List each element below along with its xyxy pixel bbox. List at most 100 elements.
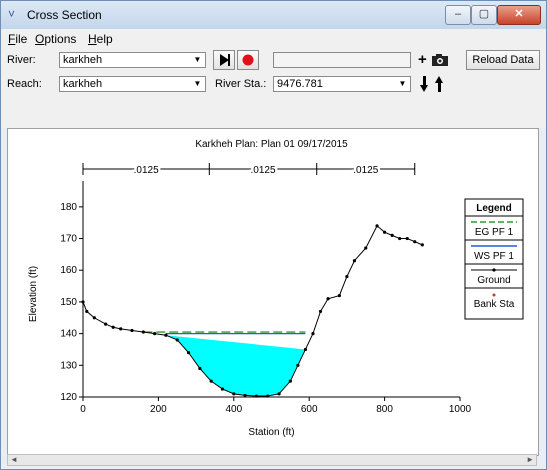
river-sta-value: 9476.781 xyxy=(277,78,323,90)
minimize-icon: – xyxy=(454,8,462,20)
down-arrow-icon[interactable] xyxy=(419,75,429,93)
legend-swatch-bank xyxy=(492,293,496,297)
x-tick-label: 600 xyxy=(301,404,318,415)
ground-point xyxy=(326,297,330,301)
x-tick-label: 800 xyxy=(376,404,393,415)
maximize-button[interactable]: ▢ xyxy=(471,5,497,25)
menu-file[interactable]: File xyxy=(8,32,28,46)
toolbar: River: karkheh ▼ + Reload Data Reach: ka… xyxy=(1,48,546,128)
menu-help[interactable]: Help xyxy=(88,32,113,46)
chart-title: Karkheh Plan: Plan 01 09/17/2015 xyxy=(195,139,348,150)
y-tick-label: 130 xyxy=(60,360,77,371)
legend-swatch-ground-dot xyxy=(492,268,496,272)
ground-point xyxy=(318,309,323,314)
cross-section-chart: Karkheh Plan: Plan 01 09/17/2015 0 200 400 6… xyxy=(28,139,524,438)
ground-point xyxy=(420,243,424,247)
manning-label: .0125 xyxy=(134,165,159,176)
river-label: River: xyxy=(7,54,36,66)
ground-point xyxy=(186,351,191,355)
close-button[interactable]: ✕ xyxy=(497,5,541,25)
ground-point xyxy=(277,392,281,396)
manning-label: .0125 xyxy=(251,165,276,176)
minimize-button[interactable]: – xyxy=(445,5,471,25)
record-icon xyxy=(242,54,254,66)
ground-point xyxy=(390,233,394,237)
x-tick-label: 200 xyxy=(150,404,167,415)
menu-options[interactable]: Options xyxy=(35,32,77,46)
chevron-down-icon[interactable]: ▼ xyxy=(193,55,202,64)
ground-point xyxy=(220,387,225,391)
ground-point xyxy=(375,224,379,228)
plot-panel: Karkheh Plan: Plan 01 09/17/2015 0 200 400 6… xyxy=(7,128,539,456)
river-value: karkheh xyxy=(63,54,103,66)
ground-point xyxy=(413,240,417,244)
y-tick-label: 120 xyxy=(60,392,77,403)
ground-point xyxy=(345,274,349,279)
chevron-down-icon[interactable]: ▼ xyxy=(193,79,202,88)
chevron-down-icon[interactable]: ▼ xyxy=(398,79,407,88)
scroll-left-icon[interactable]: ◄ xyxy=(10,455,18,464)
reach-value: karkheh xyxy=(63,78,103,90)
river-sta-label: River Sta.: xyxy=(215,78,267,90)
record-button[interactable] xyxy=(237,50,259,70)
legend-title: Legend xyxy=(476,203,512,214)
ground-point xyxy=(311,332,315,336)
reload-data-button[interactable]: Reload Data xyxy=(466,50,540,70)
river-select[interactable]: karkheh ▼ xyxy=(59,52,206,68)
ground-point xyxy=(175,338,179,342)
water-fill xyxy=(165,335,306,397)
ground-point xyxy=(164,333,168,337)
ground-point xyxy=(198,366,202,371)
ground-point xyxy=(405,236,409,241)
play-icon xyxy=(220,54,230,66)
ground-point xyxy=(85,309,89,314)
menu-bar: File Options Help xyxy=(1,29,546,48)
play-button[interactable] xyxy=(213,50,235,70)
camera-icon[interactable] xyxy=(431,53,449,67)
ground-point xyxy=(130,328,134,333)
profile-select[interactable] xyxy=(273,52,411,68)
ground-point xyxy=(232,392,236,396)
ground-point xyxy=(296,363,300,367)
legend-box xyxy=(464,198,524,320)
reach-label: Reach: xyxy=(7,78,42,90)
ground-point xyxy=(398,236,402,241)
ground-point xyxy=(337,293,341,298)
title-bar[interactable]: ˅ Cross Section – ▢ ✕ xyxy=(1,1,546,29)
ground-point xyxy=(92,316,96,320)
close-icon: ✕ xyxy=(514,8,524,20)
ground-point xyxy=(111,325,115,329)
river-sta-select[interactable]: 9476.781 ▼ xyxy=(273,76,411,92)
x-tick-label: 1000 xyxy=(449,404,472,415)
horizontal-scrollbar[interactable]: ◄ ► xyxy=(7,454,537,466)
x-axis-label: Station (ft) xyxy=(248,427,294,438)
legend-entry-label: Ground xyxy=(477,275,510,286)
x-tick-label: 400 xyxy=(225,404,242,415)
ground-point xyxy=(288,379,292,383)
y-axis-label: Elevation (ft) xyxy=(28,266,39,322)
ground-point xyxy=(209,379,213,383)
up-arrow-icon[interactable] xyxy=(434,75,444,93)
ground-point xyxy=(153,332,157,336)
y-tick-label: 160 xyxy=(60,265,77,276)
ground-point xyxy=(243,393,247,398)
legend-entry-label: WS PF 1 xyxy=(474,251,514,262)
scroll-right-icon[interactable]: ► xyxy=(526,455,534,464)
y-tick-label: 150 xyxy=(60,297,77,308)
reach-select[interactable]: karkheh ▼ xyxy=(59,76,206,92)
ground-point xyxy=(303,347,308,352)
plus-icon[interactable]: + xyxy=(418,51,427,68)
manning-label: .0125 xyxy=(353,165,378,176)
window-chevron-icon: ˅ xyxy=(8,7,16,21)
ground-point xyxy=(104,322,108,326)
maximize-icon: ▢ xyxy=(478,8,490,20)
y-tick-label: 140 xyxy=(60,329,77,340)
window-title: Cross Section xyxy=(27,8,102,22)
legend-entry-label: EG PF 1 xyxy=(475,227,514,238)
ground-point xyxy=(141,330,145,334)
ground-point xyxy=(119,327,123,331)
x-tick-label: 0 xyxy=(80,404,86,415)
legend-entry-label: Bank Sta xyxy=(474,299,515,310)
ground-point xyxy=(364,246,368,250)
